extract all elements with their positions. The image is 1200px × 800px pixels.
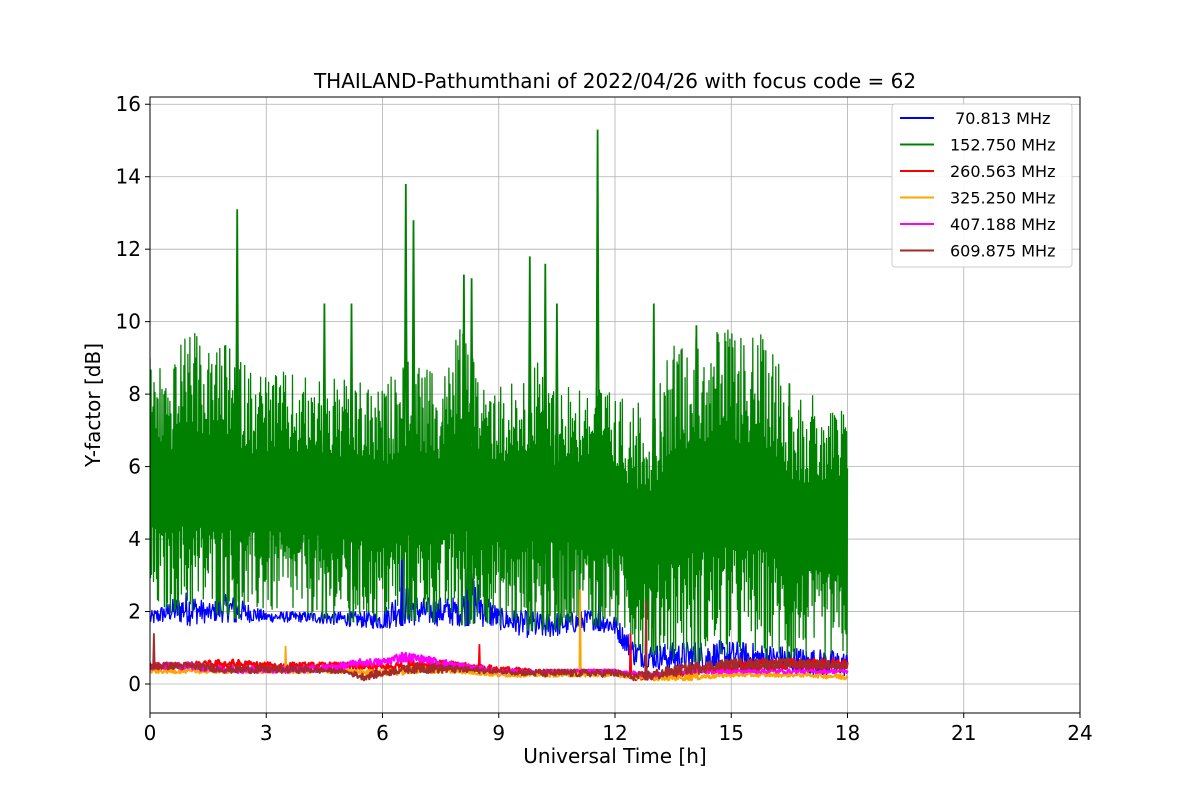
y-tick-label: 10	[116, 310, 141, 334]
series-spike	[410, 220, 417, 622]
chart-title: THAILAND-Pathumthani of 2022/04/26 with …	[313, 69, 916, 93]
x-axis-label: Universal Time [h]	[523, 744, 706, 768]
series-spike	[693, 325, 700, 663]
series-spike	[594, 129, 601, 627]
series-spike	[526, 256, 533, 632]
series-spike	[152, 633, 156, 670]
series-spike	[477, 644, 481, 672]
series-spike	[542, 263, 549, 630]
series-line-1	[150, 329, 849, 662]
series-spike	[400, 549, 404, 627]
series-layer	[150, 129, 849, 682]
legend-label: 260.563 MHz	[950, 162, 1055, 181]
y-tick-label: 8	[128, 382, 141, 406]
x-tick-label: 15	[719, 721, 744, 745]
series-spike	[321, 303, 328, 619]
legend-label: 609.875 MHz	[950, 242, 1055, 261]
series-spike	[284, 645, 288, 674]
series-spike	[468, 278, 475, 624]
x-tick-label: 6	[376, 721, 389, 745]
legend-label: 325.250 MHz	[950, 189, 1055, 208]
legend-label: 407.188 MHz	[950, 215, 1055, 234]
series-spike	[578, 589, 582, 677]
x-tick-label: 21	[951, 721, 976, 745]
legend: 70.813 MHz 152.750 MHz 260.563 MHz 325.250 …	[891, 103, 1073, 268]
series-spike	[650, 303, 657, 656]
y-axis-label: Y-factor [dB]	[81, 343, 105, 468]
y-tick-label: 0	[128, 672, 141, 696]
legend-label: 152.750 MHz	[950, 136, 1055, 155]
series-spike	[628, 633, 633, 679]
x-tick-label: 24	[1067, 721, 1092, 745]
y-tick-label: 12	[116, 237, 141, 261]
x-tick-label: 0	[144, 721, 157, 745]
x-tick-label: 18	[835, 721, 860, 745]
y-tick-label: 14	[116, 165, 141, 189]
series-spike	[348, 303, 355, 623]
x-tick-label: 3	[260, 721, 273, 745]
legend-box	[891, 103, 1073, 268]
series-spike	[644, 600, 648, 681]
x-tick-label: 9	[492, 721, 505, 745]
x-tick-label: 12	[602, 721, 627, 745]
series-line-0	[150, 572, 849, 678]
y-tick-label: 2	[128, 600, 141, 624]
series-line-5	[150, 657, 849, 682]
legend-label: 70.813 MHz	[950, 109, 1050, 128]
series-spike	[786, 383, 793, 663]
series-spike	[402, 183, 409, 620]
series-spike	[554, 303, 560, 630]
series-spike	[461, 274, 467, 626]
y-tick-label: 4	[128, 527, 141, 551]
y-tick-label: 16	[116, 92, 141, 116]
y-tick-label: 6	[128, 455, 141, 479]
series-spike	[234, 209, 240, 619]
